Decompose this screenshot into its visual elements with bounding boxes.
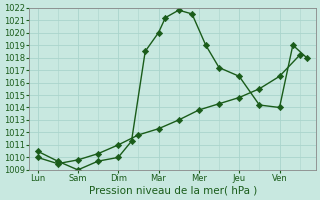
X-axis label: Pression niveau de la mer( hPa ): Pression niveau de la mer( hPa ) <box>89 186 257 196</box>
